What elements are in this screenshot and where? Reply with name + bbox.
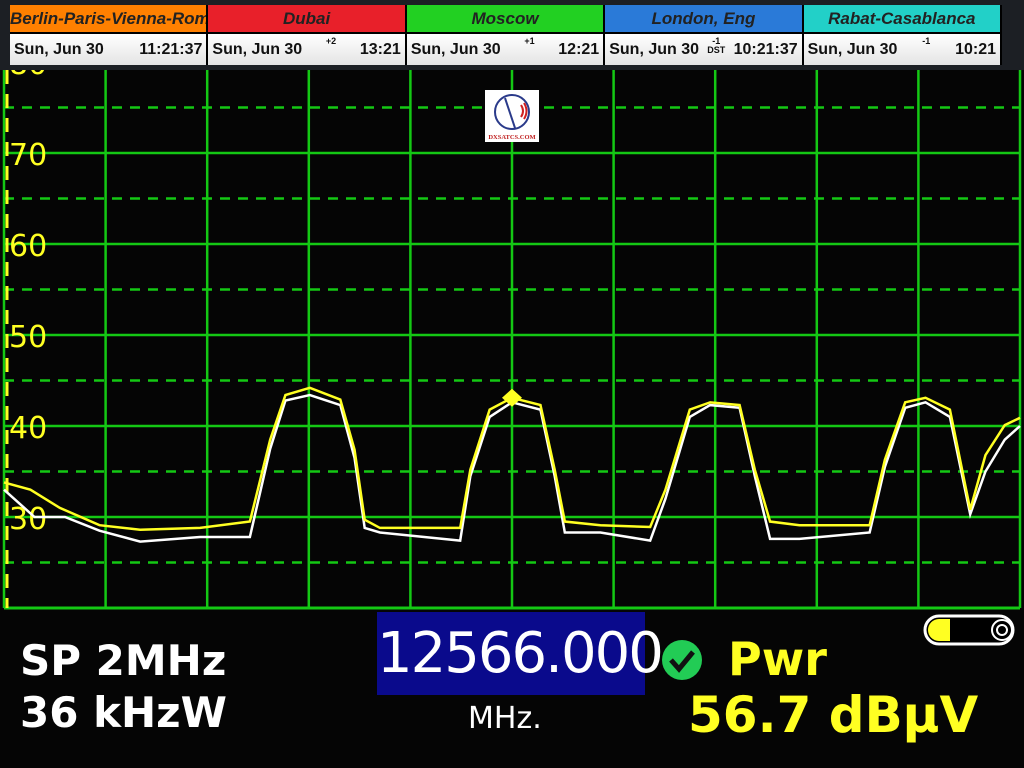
clock-offset: +2 [325,36,337,46]
clock-date: Sun, Jun 30 [807,40,898,58]
clock-time: 10:21 [955,40,997,58]
clock-offset: +1 [524,36,535,46]
clock-date: Sun, Jun 30 [410,40,501,58]
clock-1: Dubai Sun, Jun 30 +2 13:21 [208,5,407,65]
clock-offset: -1 DST [707,36,726,55]
y-tick-label: 60 [9,229,47,264]
satellite-dish-logo-icon: DXSATCS.COM [488,94,536,141]
status-panel: SP 2MHz 36 kHzW 12566.000 MHz. Pwr 56.7 … [0,612,1024,768]
clock-city: Berlin-Paris-Vienna-Roma [10,5,207,32]
spectrum-plot: 80 70 60 50 40 30 DXSATCS.COM [0,47,1024,615]
frequency-unit: MHz. [468,701,542,736]
measure-label: Pwr [728,632,827,686]
clock-city: London, Eng [605,5,802,32]
clock-time: 13:21 [359,40,401,58]
y-tick-label: 70 [9,138,47,173]
world-clock-bar: Berlin-Paris-Vienna-Roma Sun, Jun 30 11:2… [10,5,1003,65]
clock-offset: -1 [922,36,931,46]
trace-1 [3,386,1021,531]
y-tick-label: 80 [9,70,47,82]
frequency-display[interactable]: 12566.000 [377,612,664,695]
logo-text: DXSATCS.COM [488,134,535,141]
clock-2: Moscow Sun, Jun 30 +1 12:21 [406,5,606,65]
check-ok-icon [662,640,702,680]
y-tick-label: 50 [9,320,47,355]
y-tick-label: 40 [9,411,47,446]
spectrum-chart: 80 70 60 50 40 30 [2,47,1022,610]
clock-date: Sun, Jun 30 [14,40,104,58]
battery-icon [923,614,1015,646]
y-tick-label: 30 [9,502,47,537]
clock-city: Dubai [208,5,405,32]
clock-city: Rabat-Casablanca [803,5,1001,32]
clock-city: Moscow [406,5,604,32]
measure-value: 56.7 dBµV [688,686,979,744]
span-label: SP 2MHz [20,636,227,685]
clock-date: Sun, Jun 30 [212,40,303,58]
clock-time: 10:21:37 [733,40,798,58]
clock-0: Berlin-Paris-Vienna-Roma Sun, Jun 30 11:2… [10,5,209,65]
clock-4: Rabat-Casablanca Sun, Jun 30 -1 10:21 [803,5,1003,65]
clock-time: 11:21:37 [139,40,203,58]
rbw-label: 36 kHzW [20,688,227,737]
logo: DXSATCS.COM [485,90,539,142]
clock-3: London, Eng Sun, Jun 30 -1 DST 10:21:37 [605,5,804,65]
clock-date: Sun, Jun 30 [609,40,700,58]
clock-time: 12:21 [558,40,600,58]
marker-diamond [502,388,522,407]
